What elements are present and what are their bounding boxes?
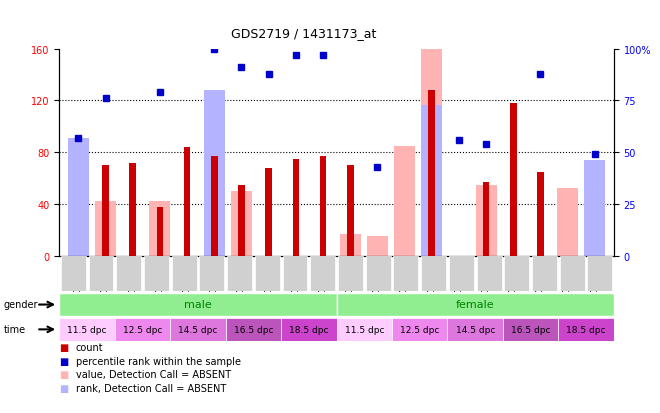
Bar — [204, 91, 225, 256]
FancyBboxPatch shape — [226, 318, 281, 341]
Text: ■: ■ — [59, 370, 69, 380]
FancyBboxPatch shape — [255, 256, 280, 291]
Text: 14.5 dpc: 14.5 dpc — [178, 325, 218, 334]
FancyBboxPatch shape — [227, 256, 252, 291]
Text: 11.5 dpc: 11.5 dpc — [345, 325, 384, 334]
Bar — [68, 138, 89, 256]
Bar — [584, 161, 605, 256]
Bar — [292, 159, 299, 256]
Bar — [482, 183, 490, 256]
Bar — [68, 189, 89, 256]
Text: 11.5 dpc: 11.5 dpc — [67, 325, 107, 334]
Text: count: count — [76, 342, 104, 352]
FancyBboxPatch shape — [558, 318, 614, 341]
Bar — [421, 105, 442, 256]
Text: GDS2719 / 1431173_at: GDS2719 / 1431173_at — [231, 27, 376, 40]
FancyBboxPatch shape — [392, 318, 447, 341]
FancyBboxPatch shape — [144, 256, 169, 291]
Text: 14.5 dpc: 14.5 dpc — [455, 325, 495, 334]
FancyBboxPatch shape — [338, 256, 363, 291]
FancyBboxPatch shape — [310, 256, 335, 291]
FancyBboxPatch shape — [366, 256, 391, 291]
FancyBboxPatch shape — [61, 256, 86, 291]
Text: ■: ■ — [59, 356, 69, 366]
FancyBboxPatch shape — [503, 318, 558, 341]
FancyBboxPatch shape — [170, 318, 226, 341]
Text: 18.5 dpc: 18.5 dpc — [566, 325, 606, 334]
FancyBboxPatch shape — [393, 256, 418, 291]
Text: 12.5 dpc: 12.5 dpc — [400, 325, 440, 334]
FancyBboxPatch shape — [449, 256, 474, 291]
Bar — [584, 202, 605, 256]
Bar — [421, 50, 442, 256]
Bar — [510, 104, 517, 256]
Bar — [347, 166, 354, 256]
FancyBboxPatch shape — [172, 256, 197, 291]
FancyBboxPatch shape — [116, 256, 141, 291]
Text: ■: ■ — [59, 342, 69, 352]
Bar — [557, 189, 578, 256]
Text: male: male — [184, 299, 212, 310]
FancyBboxPatch shape — [587, 256, 612, 291]
Text: value, Detection Call = ABSENT: value, Detection Call = ABSENT — [76, 370, 231, 380]
Bar — [428, 91, 435, 256]
Text: percentile rank within the sample: percentile rank within the sample — [76, 356, 241, 366]
Bar — [265, 169, 272, 256]
Bar — [95, 202, 116, 256]
Bar — [238, 185, 245, 256]
Text: time: time — [3, 324, 26, 334]
Bar — [183, 147, 191, 256]
Bar — [319, 157, 326, 256]
Bar — [156, 207, 163, 256]
FancyBboxPatch shape — [281, 318, 337, 341]
Text: 16.5 dpc: 16.5 dpc — [234, 325, 273, 334]
Bar — [149, 202, 170, 256]
Bar — [211, 157, 218, 256]
FancyBboxPatch shape — [282, 256, 308, 291]
Bar — [394, 146, 415, 256]
FancyBboxPatch shape — [337, 293, 614, 316]
FancyBboxPatch shape — [532, 256, 557, 291]
Bar — [340, 234, 360, 256]
FancyBboxPatch shape — [447, 318, 503, 341]
Text: 12.5 dpc: 12.5 dpc — [123, 325, 162, 334]
FancyBboxPatch shape — [504, 256, 529, 291]
Bar — [537, 172, 544, 256]
Bar — [129, 163, 136, 256]
Text: gender: gender — [3, 299, 38, 309]
FancyBboxPatch shape — [88, 256, 114, 291]
Text: ■: ■ — [59, 383, 69, 393]
Bar — [102, 166, 109, 256]
FancyBboxPatch shape — [560, 256, 585, 291]
FancyBboxPatch shape — [477, 256, 502, 291]
FancyBboxPatch shape — [337, 318, 392, 341]
Bar — [367, 237, 388, 256]
FancyBboxPatch shape — [421, 256, 446, 291]
Bar — [476, 185, 496, 256]
FancyBboxPatch shape — [59, 293, 337, 316]
FancyBboxPatch shape — [199, 256, 224, 291]
Text: rank, Detection Call = ABSENT: rank, Detection Call = ABSENT — [76, 383, 226, 393]
Text: female: female — [456, 299, 494, 310]
Bar — [231, 192, 252, 256]
Text: 18.5 dpc: 18.5 dpc — [289, 325, 329, 334]
FancyBboxPatch shape — [115, 318, 170, 341]
Text: 16.5 dpc: 16.5 dpc — [511, 325, 550, 334]
FancyBboxPatch shape — [59, 318, 115, 341]
